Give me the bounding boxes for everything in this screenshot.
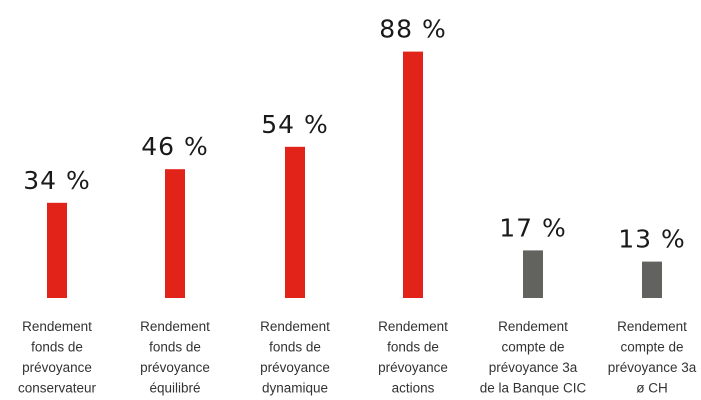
bar-1 <box>47 202 67 298</box>
category-label-line: conservateur <box>18 381 97 396</box>
bar-2 <box>165 169 185 298</box>
value-label-6: 13 % <box>618 225 686 254</box>
category-label-line: Rendement <box>378 319 448 334</box>
category-label-line: Rendement <box>498 319 568 334</box>
category-label-line: Rendement <box>260 319 330 334</box>
bar-3 <box>285 146 305 298</box>
category-label-line: fonds de <box>149 340 201 355</box>
bar-4 <box>403 51 423 298</box>
category-label-line: Rendement <box>22 319 92 334</box>
category-label-line: Rendement <box>140 319 210 334</box>
value-label-4: 88 % <box>379 15 447 44</box>
category-label-line: ø CH <box>636 381 668 396</box>
value-label-1: 34 % <box>23 166 91 195</box>
bar-5 <box>523 250 543 298</box>
category-label-3: Rendement fonds de prévoyance dynamique <box>260 319 330 396</box>
value-label-2: 46 % <box>141 132 209 161</box>
category-label-6: Rendement compte de prévoyance 3a ø CH <box>608 319 697 396</box>
category-label-line: compte de <box>501 340 564 355</box>
category-label-line: Rendement <box>617 319 687 334</box>
value-label-5: 17 % <box>499 213 567 242</box>
value-label-3: 54 % <box>261 110 329 139</box>
category-label-line: actions <box>392 381 435 396</box>
category-label-line: prévoyance <box>140 360 210 375</box>
category-label-line: prévoyance 3a <box>489 360 578 375</box>
bar-6 <box>642 261 662 298</box>
category-label-line: prévoyance <box>378 360 448 375</box>
category-label-1: Rendement fonds de prévoyance conservateur <box>18 319 97 396</box>
category-label-line: équilibré <box>149 381 200 396</box>
category-label-line: compte de <box>620 340 683 355</box>
category-label-line: de la Banque CIC <box>480 381 587 396</box>
category-label-4: Rendement fonds de prévoyance actions <box>378 319 448 396</box>
category-label-line: fonds de <box>387 340 439 355</box>
category-label-line: fonds de <box>269 340 321 355</box>
category-label-line: dynamique <box>262 381 328 396</box>
category-label-line: prévoyance <box>22 360 92 375</box>
category-label-line: fonds de <box>31 340 83 355</box>
category-label-2: Rendement fonds de prévoyance équilibré <box>140 319 210 396</box>
category-label-5: Rendement compte de prévoyance 3a de la Ban… <box>480 319 587 396</box>
category-label-line: prévoyance <box>260 360 330 375</box>
category-label-line: prévoyance 3a <box>608 360 697 375</box>
